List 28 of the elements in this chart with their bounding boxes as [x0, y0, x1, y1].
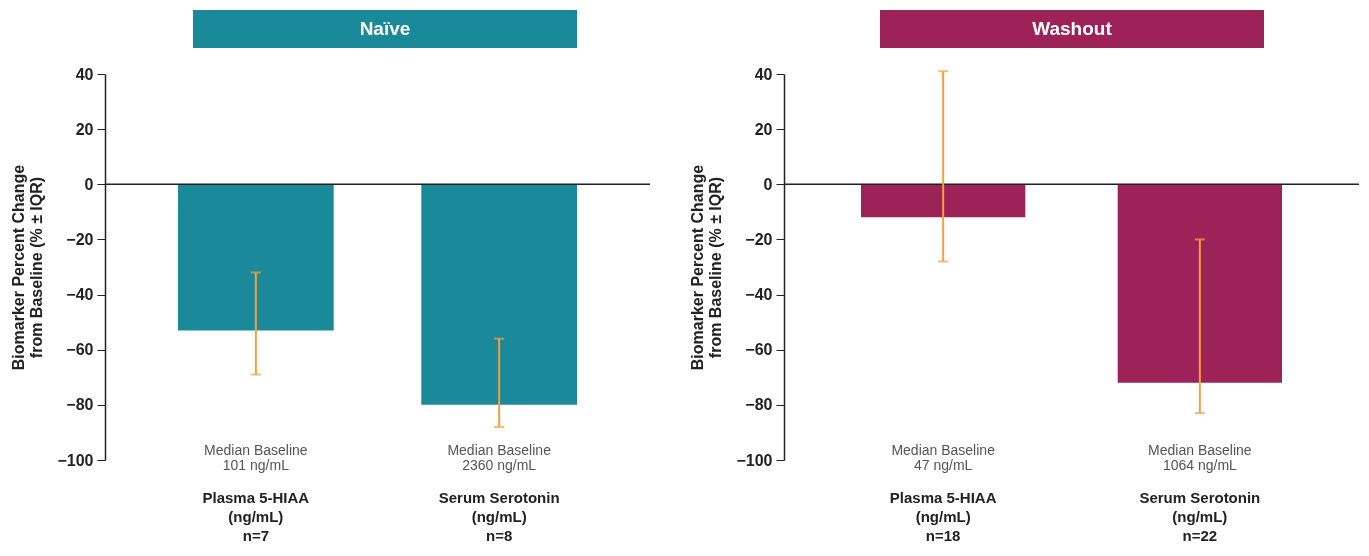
y-tick-label: 0	[84, 175, 94, 193]
y-axis-title: Biomarker Percent Change from Baseline (% ± IQR)	[10, 164, 46, 371]
y-tick-label: −40	[745, 286, 773, 304]
annotation: Median Baseline 2360 ng/mL	[447, 442, 552, 473]
y-tick-label: 40	[75, 65, 94, 83]
y-tick-label: −80	[745, 396, 773, 414]
y-tick-label: −60	[745, 341, 773, 359]
chart-title: Naïve	[193, 10, 577, 48]
y-tick-label: −20	[66, 230, 94, 248]
y-tick-label: 20	[75, 120, 94, 138]
chart-title: Washout	[880, 10, 1264, 48]
annotation: Median Baseline 101 ng/mL	[204, 442, 308, 473]
y-tick-label: 0	[763, 175, 773, 193]
x-tick-label: Serum Serotonin (ng/mL) n=22	[1139, 488, 1261, 544]
y-tick-label: 20	[754, 120, 773, 138]
y-tick-label: −80	[66, 396, 94, 414]
annotation: Median Baseline 47 ng/mL	[891, 442, 996, 473]
y-tick-label: −100	[57, 451, 94, 469]
x-tick-label: Serum Serotonin (ng/mL) n=8	[438, 488, 560, 544]
y-tick-label: −60	[66, 341, 94, 359]
x-tick-label: Plasma 5-HIAA (ng/mL) n=7	[202, 488, 310, 544]
y-tick-label: 40	[754, 65, 773, 83]
y-tick-label: −20	[745, 230, 773, 248]
y-tick-label: −100	[736, 451, 773, 469]
annotation: Median Baseline 1064 ng/mL	[1148, 442, 1252, 473]
y-tick-label: −40	[66, 286, 94, 304]
x-tick-label: Plasma 5-HIAA (ng/mL) n=18	[889, 488, 997, 544]
y-axis-title: Biomarker Percent Change from Baseline (% ± IQR)	[689, 164, 725, 371]
